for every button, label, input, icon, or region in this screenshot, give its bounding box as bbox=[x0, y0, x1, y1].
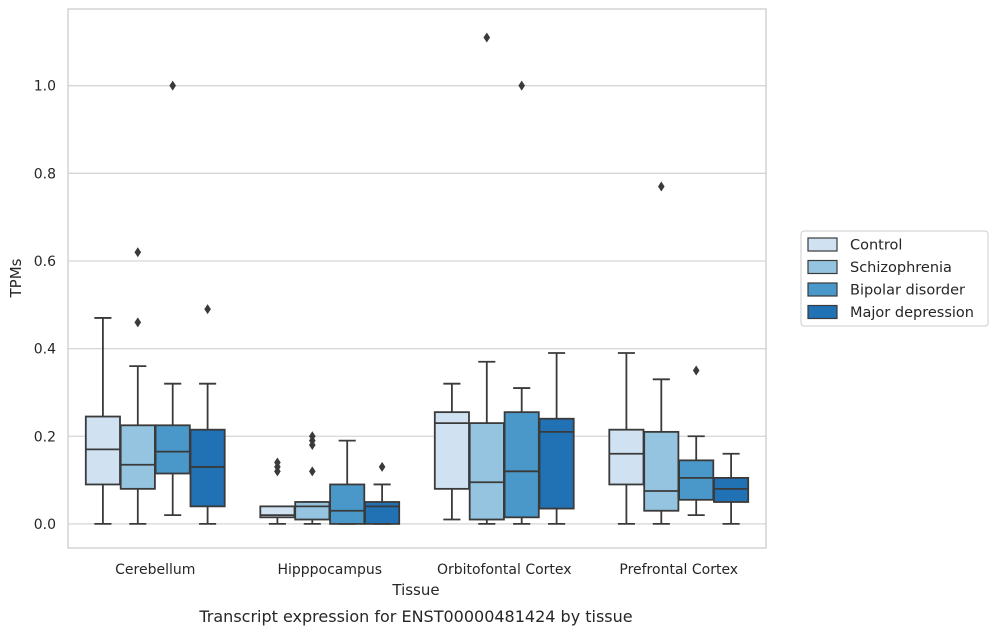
legend-swatch bbox=[807, 304, 838, 320]
box-rect bbox=[643, 430, 680, 512]
box-rect bbox=[433, 411, 470, 490]
legend-label: Major depression bbox=[850, 305, 974, 321]
box-bipolar-disorder bbox=[678, 365, 715, 517]
y-tick-label: 0.0 bbox=[34, 517, 56, 533]
box-rect bbox=[329, 483, 366, 525]
box-rect bbox=[468, 422, 505, 521]
y-tick-label: 0.4 bbox=[34, 342, 56, 358]
outlier-point bbox=[518, 80, 525, 91]
y-tick-label: 0.8 bbox=[34, 166, 56, 182]
legend-label: Control bbox=[850, 238, 902, 254]
outlier-point bbox=[169, 80, 176, 91]
box-schizophrenia bbox=[294, 431, 331, 525]
box-schizophrenia bbox=[643, 181, 680, 525]
box-rect bbox=[84, 415, 121, 486]
y-tick-label: 1.0 bbox=[34, 79, 56, 95]
box-rect bbox=[678, 459, 715, 501]
box-rect bbox=[608, 428, 645, 486]
outlier-point bbox=[309, 431, 316, 442]
box-control bbox=[608, 352, 645, 525]
outlier-point bbox=[658, 181, 665, 192]
y-tick-label: 0.6 bbox=[34, 254, 56, 270]
x-axis-title: Tissue bbox=[391, 581, 439, 599]
box-layer bbox=[84, 32, 750, 525]
box-rect bbox=[119, 424, 156, 490]
box-schizophrenia bbox=[468, 32, 505, 525]
x-tick-label: Hipppocampus bbox=[277, 562, 382, 578]
box-schizophrenia bbox=[119, 247, 156, 525]
plot-frame bbox=[67, 8, 767, 549]
legend-label: Schizophrenia bbox=[850, 260, 952, 276]
box-major-depression bbox=[713, 452, 750, 525]
x-tick-label: Cerebellum bbox=[115, 562, 195, 578]
y-axis-title: TPMs bbox=[7, 258, 25, 298]
legend-swatch bbox=[807, 282, 838, 297]
legend-frame bbox=[800, 230, 989, 327]
chart-caption: Transcript expression for ENST0000048142… bbox=[198, 607, 632, 626]
legend-swatch bbox=[807, 259, 838, 275]
outlier-point bbox=[309, 466, 316, 477]
box-rect bbox=[503, 411, 540, 519]
x-tick-label: Orbitofontal Cortex bbox=[437, 562, 572, 578]
box-rect bbox=[294, 501, 331, 521]
outlier-point bbox=[204, 304, 211, 315]
legend-label: Bipolar disorder bbox=[850, 283, 965, 299]
box-rect bbox=[713, 476, 750, 503]
outlier-point bbox=[274, 457, 281, 468]
outlier-point bbox=[692, 365, 700, 376]
x-tick-labels: Cerebellum Hipppocampus Orbitofontal Corte… bbox=[115, 562, 738, 578]
box-major-depression bbox=[189, 304, 226, 525]
box-rect bbox=[538, 417, 575, 510]
box-rect bbox=[189, 428, 226, 508]
y-tick-labels: 0.0 0.2 0.4 0.6 0.8 1.0 bbox=[34, 79, 56, 533]
box-rect bbox=[154, 424, 191, 475]
box-major-depression bbox=[538, 352, 575, 525]
legend: Control Schizophrenia Bipolar disorder Majo… bbox=[800, 230, 989, 327]
box-rect bbox=[364, 501, 401, 525]
y-tick-label: 0.2 bbox=[34, 429, 56, 445]
box-control bbox=[433, 382, 470, 521]
outlier-point bbox=[483, 32, 491, 43]
box-major-depression bbox=[364, 461, 401, 525]
box-control bbox=[259, 457, 296, 525]
legend-swatch bbox=[807, 237, 838, 252]
outlier-point bbox=[378, 461, 386, 472]
outlier-point bbox=[134, 317, 142, 328]
outlier-point bbox=[134, 247, 142, 258]
x-tick-label: Prefrontal Cortex bbox=[619, 562, 738, 578]
